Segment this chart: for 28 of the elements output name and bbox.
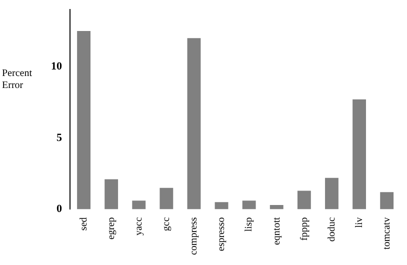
x-tick-label: yacc [134,216,144,236]
x-tick-label: tomcatv [381,217,392,250]
bar [187,38,201,210]
x-tick-label: egrep [106,217,117,240]
x-tick-label: sed [78,217,90,231]
bar [242,200,256,210]
x-tick-label: eqntott [271,217,282,246]
x-tick-label: compress [188,217,200,256]
bar [325,178,338,210]
y-axis-title: Percent Error [2,68,33,92]
x-tick-label: liv [354,217,365,228]
bar [160,188,174,210]
x-tick-label: fpppp [298,217,310,241]
x-tick-label: doduc [326,216,338,242]
x-tick-label: espresso [216,217,228,252]
y-tick-label: 0 [56,203,62,216]
x-tick-label: lisp [244,217,255,232]
bar [104,179,118,210]
bar [77,30,90,210]
bar [352,99,366,210]
bar [132,200,146,210]
bar [297,190,311,210]
bar [380,192,394,210]
y-tick-label: 10 [51,60,62,72]
y-tick-label: 5 [56,132,62,144]
x-tick-label: gcc [161,216,172,232]
bar [214,202,228,210]
bar [270,204,284,210]
